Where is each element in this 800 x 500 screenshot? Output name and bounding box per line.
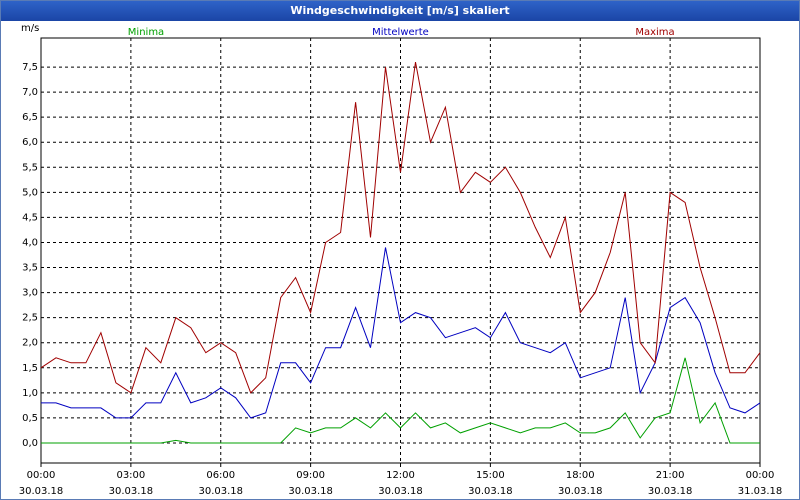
x-tick-date: 30.03.18: [468, 486, 513, 497]
series-line: [41, 357, 760, 444]
y-tick-label: 6,0: [22, 137, 38, 148]
legend-entry: Mittelwerte: [372, 27, 429, 38]
x-tick-label: 18:00: [566, 470, 595, 481]
x-tick-date: 30.03.18: [288, 486, 333, 497]
x-tick-date: 30.03.18: [198, 486, 243, 497]
x-tick-label: 00:00: [27, 470, 56, 481]
x-tick-date: 30.03.18: [378, 486, 423, 497]
y-tick-label: 4,0: [22, 237, 38, 248]
y-tick-label: 5,0: [22, 187, 38, 198]
y-tick-label: 1,0: [22, 388, 38, 399]
y-tick-label: 5,5: [22, 162, 38, 173]
y-tick-label: 7,5: [22, 62, 38, 73]
x-tick-label: 21:00: [656, 470, 685, 481]
x-tick-date: 31.03.18: [738, 486, 783, 497]
y-tick-label: 0,5: [22, 413, 38, 424]
y-tick-label: 1,5: [22, 363, 38, 374]
y-tick-label: 2,5: [22, 313, 38, 324]
x-tick-date: 30.03.18: [648, 486, 693, 497]
x-tick-label: 00:00: [746, 470, 775, 481]
y-tick-label: 4,5: [22, 212, 38, 223]
series-line: [40, 62, 761, 394]
x-tick-label: 15:00: [476, 470, 505, 481]
y-tick-label: 7,0: [22, 87, 38, 98]
series-line: [41, 247, 761, 419]
y-tick-label: 6,5: [22, 112, 38, 123]
x-tick-label: 12:00: [386, 470, 415, 481]
legend-entry: Maxima: [635, 27, 674, 38]
x-tick-label: 03:00: [116, 470, 145, 481]
x-tick-date: 30.03.18: [19, 486, 64, 497]
x-tick-label: 09:00: [296, 470, 325, 481]
chart: m/s 0,0 0,5 1,0 1,5 2,0 2,5 3,0 3,5 4,0 4,5 5,0 5,5 6…: [19, 23, 783, 497]
y-tick-label: 2,0: [22, 338, 38, 349]
y-tick-label: 0,0: [22, 438, 38, 449]
y-unit: m/s: [21, 23, 39, 34]
title-bar: Windgeschwindigkeit [m/s] skaliert: [1, 1, 799, 21]
x-tick-label: 06:00: [206, 470, 235, 481]
y-tick-label: 3,5: [22, 263, 38, 274]
y-tick-label: 3,0: [22, 288, 38, 299]
legend-entry: Minima: [128, 27, 164, 38]
x-tick-date: 30.03.18: [558, 486, 603, 497]
x-tick-date: 30.03.18: [109, 486, 154, 497]
